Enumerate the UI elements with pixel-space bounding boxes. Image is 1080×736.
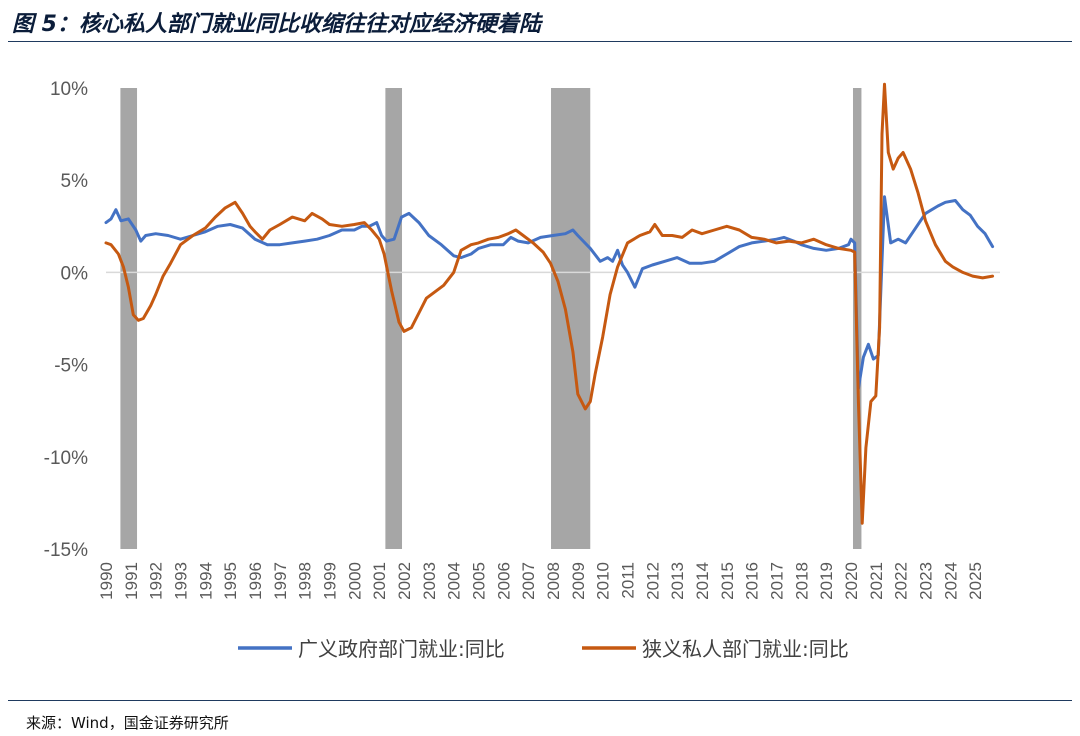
x-tick-label: 2003 (420, 562, 439, 600)
x-tick-label: 2024 (941, 562, 960, 600)
x-tick-label: 2009 (569, 562, 588, 600)
legend-label-1: 广义政府部门就业:同比 (298, 637, 505, 661)
x-tick-label: 2018 (792, 562, 811, 600)
source-note: 来源：Wind，国金证券研究所 (26, 714, 229, 732)
bottom-rule (8, 700, 1072, 701)
series-line-1 (104, 195, 995, 391)
x-tick-label: 2021 (867, 562, 886, 600)
y-tick-label: 10% (50, 79, 88, 100)
y-tick-label: -5% (54, 356, 88, 377)
x-tick-label: 2015 (718, 562, 737, 600)
x-tick-label: 2019 (817, 562, 836, 600)
legend-label-2: 狭义私人部门就业:同比 (642, 637, 849, 661)
x-tick-label: 2016 (743, 562, 762, 600)
x-tick-label: 2013 (668, 562, 687, 600)
y-tick-label: 5% (61, 171, 89, 192)
top-rule (8, 41, 1072, 42)
recession-band (385, 88, 403, 549)
x-tick-label: 1996 (246, 562, 265, 600)
x-tick-label: 2025 (966, 562, 985, 600)
y-tick-label: -10% (44, 448, 88, 469)
x-tick-label: 2004 (445, 562, 464, 600)
x-tick-label: 2010 (594, 562, 613, 600)
x-tick-label: 2017 (768, 562, 787, 600)
x-tick-label: 2001 (370, 562, 389, 600)
x-tick-label: 2014 (693, 562, 712, 600)
x-tick-label: 2012 (643, 562, 662, 600)
x-tick-label: 1993 (172, 562, 191, 600)
x-tick-label: 2005 (470, 562, 489, 600)
x-tick-label: 2011 (619, 562, 638, 599)
chart-title: 图 5：核心私人部门就业同比收缩往往对应经济硬着陆 (12, 12, 541, 37)
x-tick-label: 1999 (321, 562, 340, 600)
y-tick-label: -15% (44, 540, 88, 561)
x-tick-label: 1994 (196, 562, 215, 600)
x-tick-label: 2008 (544, 562, 563, 600)
y-tick-label: 0% (61, 263, 89, 284)
x-tick-label: 2023 (917, 562, 936, 600)
x-tick-label: 1997 (271, 562, 290, 600)
x-tick-label: 2022 (892, 562, 911, 600)
x-tick-label: 1992 (147, 562, 166, 600)
x-tick-label: 1998 (296, 562, 315, 600)
x-tick-label: 2007 (519, 562, 538, 600)
recession-band (551, 88, 591, 549)
x-tick-label: 2020 (842, 562, 861, 600)
x-tick-label: 1990 (97, 562, 116, 600)
x-tick-label: 2002 (395, 562, 414, 600)
recession-band (120, 88, 138, 549)
x-tick-label: 2006 (494, 562, 513, 600)
x-tick-label: 1991 (122, 562, 141, 600)
x-tick-label: 1995 (221, 562, 240, 600)
x-tick-label: 2000 (345, 562, 364, 600)
series-line-2 (104, 82, 995, 525)
